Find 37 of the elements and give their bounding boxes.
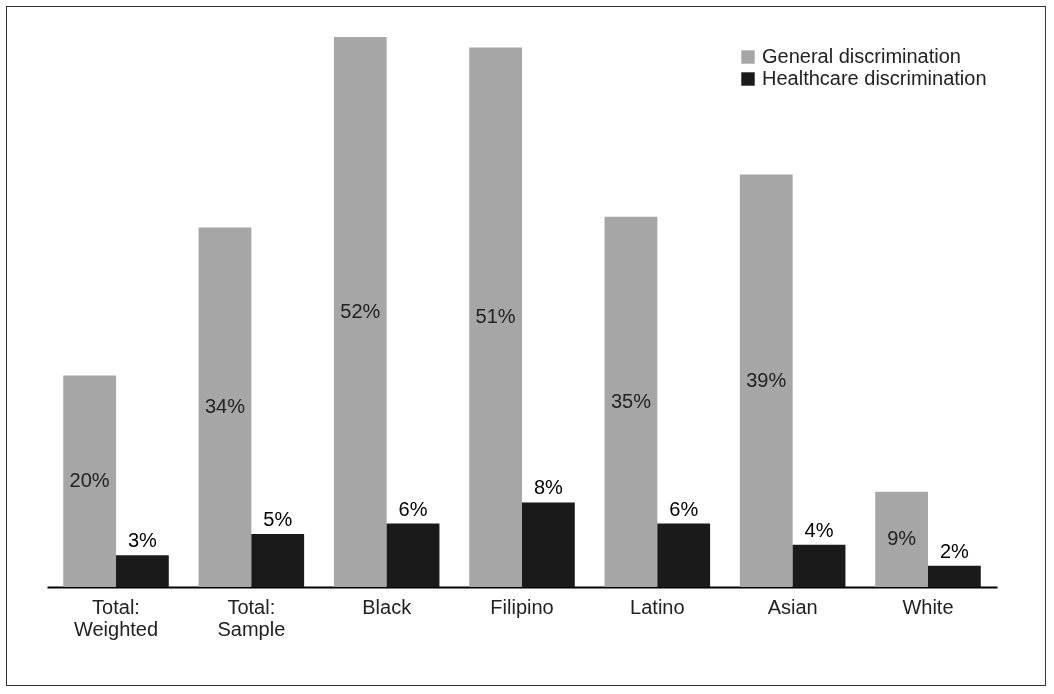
data-label: 51% xyxy=(475,305,516,328)
data-label: 3% xyxy=(127,529,158,552)
data-label: 5% xyxy=(263,508,293,531)
data-label: 34% xyxy=(204,395,246,418)
x-tick-label: Filipino xyxy=(490,595,554,618)
data-label: 2% xyxy=(939,539,970,562)
bar xyxy=(792,544,846,587)
bar xyxy=(469,47,522,587)
x-tick-label: Latino xyxy=(630,595,685,618)
bar xyxy=(927,565,981,587)
bar xyxy=(739,174,793,587)
x-tick-label: Asian xyxy=(767,595,818,618)
x-tick-label: Total: Sample xyxy=(217,595,286,640)
data-label: 52% xyxy=(340,300,381,322)
x-tick-label: Black xyxy=(362,595,413,618)
data-label: 8% xyxy=(533,476,564,499)
data-label: 20% xyxy=(69,469,110,492)
legend-label: Healthcare discrimination xyxy=(762,67,987,89)
data-label: 9% xyxy=(887,527,917,550)
data-label: 6% xyxy=(669,497,699,520)
bar xyxy=(522,502,575,587)
bar xyxy=(604,216,658,587)
legend-label: General discrimination xyxy=(762,45,961,67)
bar xyxy=(657,523,711,587)
bar xyxy=(386,523,440,587)
data-label: 39% xyxy=(746,368,787,391)
bar xyxy=(198,227,252,587)
data-label: 6% xyxy=(398,497,428,520)
bar xyxy=(116,555,169,587)
bar xyxy=(63,375,117,587)
bar xyxy=(251,534,305,587)
x-tick-label: Total: Weighted xyxy=(73,595,159,640)
bar xyxy=(333,37,387,587)
data-label: 4% xyxy=(804,518,834,541)
bar xyxy=(875,491,928,587)
data-label: 35% xyxy=(610,389,652,412)
x-tick-label: White xyxy=(902,595,954,618)
